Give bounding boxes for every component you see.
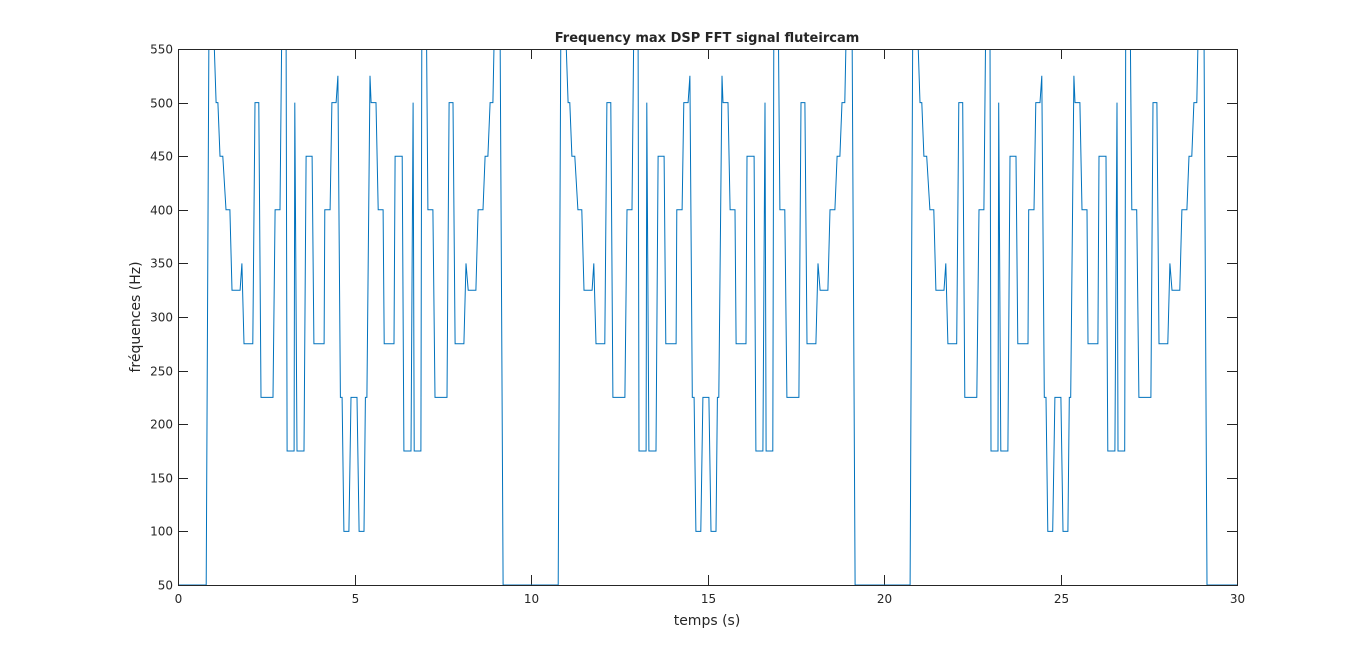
y-axis-label: fréquences (Hz) <box>128 261 144 372</box>
x-tick-label: 5 <box>352 592 360 606</box>
y-tick-label: 450 <box>150 150 173 164</box>
x-tick-label: 0 <box>175 592 183 606</box>
x-axis-label: temps (s) <box>674 613 741 629</box>
y-tick-label: 50 <box>158 579 173 593</box>
y-tick-label: 550 <box>150 43 173 57</box>
x-tick-label: 25 <box>1054 592 1069 606</box>
y-tick-label: 500 <box>150 97 173 111</box>
y-tick-label: 150 <box>150 472 173 486</box>
y-tick-label: 100 <box>150 525 173 539</box>
series-line <box>178 49 1237 585</box>
y-tick-label: 350 <box>150 257 173 271</box>
axes-box <box>178 49 1238 586</box>
y-tick-label: 400 <box>150 204 173 218</box>
y-tick-label: 300 <box>150 311 173 325</box>
x-tick-label: 20 <box>877 592 892 606</box>
plot-area <box>178 49 1237 585</box>
y-tick-label: 200 <box>150 418 173 432</box>
x-tick-label: 10 <box>524 592 539 606</box>
chart-title: Frequency max DSP FFT signal fluteircam <box>555 31 860 46</box>
x-tick-label: 15 <box>701 592 716 606</box>
y-tick-label: 250 <box>150 365 173 379</box>
x-tick-label: 30 <box>1230 592 1245 606</box>
